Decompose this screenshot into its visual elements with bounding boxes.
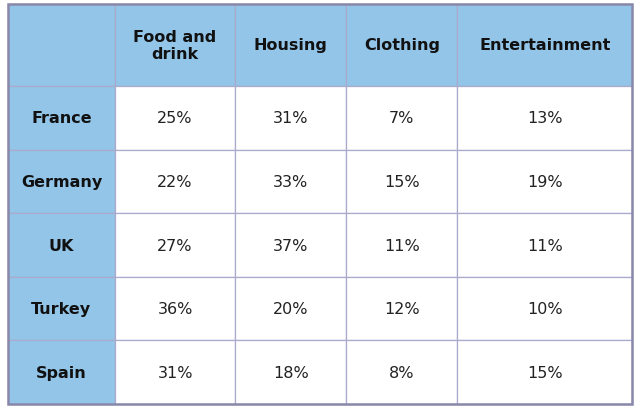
FancyBboxPatch shape [235, 150, 346, 213]
Text: 36%: 36% [157, 301, 193, 317]
Text: 25%: 25% [157, 111, 193, 126]
Text: Clothing: Clothing [364, 38, 440, 53]
FancyBboxPatch shape [346, 341, 458, 404]
FancyBboxPatch shape [458, 213, 632, 277]
Text: Food and
drink: Food and drink [134, 30, 217, 62]
FancyBboxPatch shape [235, 277, 346, 341]
Text: 33%: 33% [273, 175, 308, 189]
Text: Entertainment: Entertainment [479, 38, 611, 53]
Text: 15%: 15% [384, 175, 420, 189]
FancyBboxPatch shape [115, 213, 235, 277]
FancyBboxPatch shape [8, 341, 115, 404]
Text: UK: UK [49, 238, 74, 253]
FancyBboxPatch shape [346, 150, 458, 213]
FancyBboxPatch shape [115, 341, 235, 404]
Text: Housing: Housing [253, 38, 328, 53]
FancyBboxPatch shape [235, 341, 346, 404]
Text: 31%: 31% [273, 111, 308, 126]
Text: 37%: 37% [273, 238, 308, 253]
FancyBboxPatch shape [235, 213, 346, 277]
FancyBboxPatch shape [458, 150, 632, 213]
Text: 19%: 19% [527, 175, 563, 189]
Text: 8%: 8% [389, 365, 415, 380]
Text: 15%: 15% [527, 365, 563, 380]
Text: 13%: 13% [527, 111, 563, 126]
FancyBboxPatch shape [458, 277, 632, 341]
Text: Turkey: Turkey [31, 301, 92, 317]
FancyBboxPatch shape [346, 277, 458, 341]
FancyBboxPatch shape [346, 213, 458, 277]
Text: Germany: Germany [20, 175, 102, 189]
Text: 10%: 10% [527, 301, 563, 317]
Text: 7%: 7% [389, 111, 415, 126]
Text: 18%: 18% [273, 365, 308, 380]
FancyBboxPatch shape [115, 5, 235, 87]
FancyBboxPatch shape [235, 87, 346, 150]
FancyBboxPatch shape [8, 5, 115, 87]
Text: 11%: 11% [527, 238, 563, 253]
FancyBboxPatch shape [115, 150, 235, 213]
Text: 27%: 27% [157, 238, 193, 253]
Text: 11%: 11% [384, 238, 420, 253]
FancyBboxPatch shape [8, 213, 115, 277]
FancyBboxPatch shape [8, 150, 115, 213]
Text: Spain: Spain [36, 365, 87, 380]
Text: 12%: 12% [384, 301, 420, 317]
FancyBboxPatch shape [346, 5, 458, 87]
FancyBboxPatch shape [458, 5, 632, 87]
FancyBboxPatch shape [115, 277, 235, 341]
FancyBboxPatch shape [115, 87, 235, 150]
FancyBboxPatch shape [8, 277, 115, 341]
FancyBboxPatch shape [458, 341, 632, 404]
FancyBboxPatch shape [346, 87, 458, 150]
FancyBboxPatch shape [458, 87, 632, 150]
FancyBboxPatch shape [235, 5, 346, 87]
Text: 22%: 22% [157, 175, 193, 189]
Text: 20%: 20% [273, 301, 308, 317]
FancyBboxPatch shape [8, 87, 115, 150]
Text: 31%: 31% [157, 365, 193, 380]
Text: France: France [31, 111, 92, 126]
